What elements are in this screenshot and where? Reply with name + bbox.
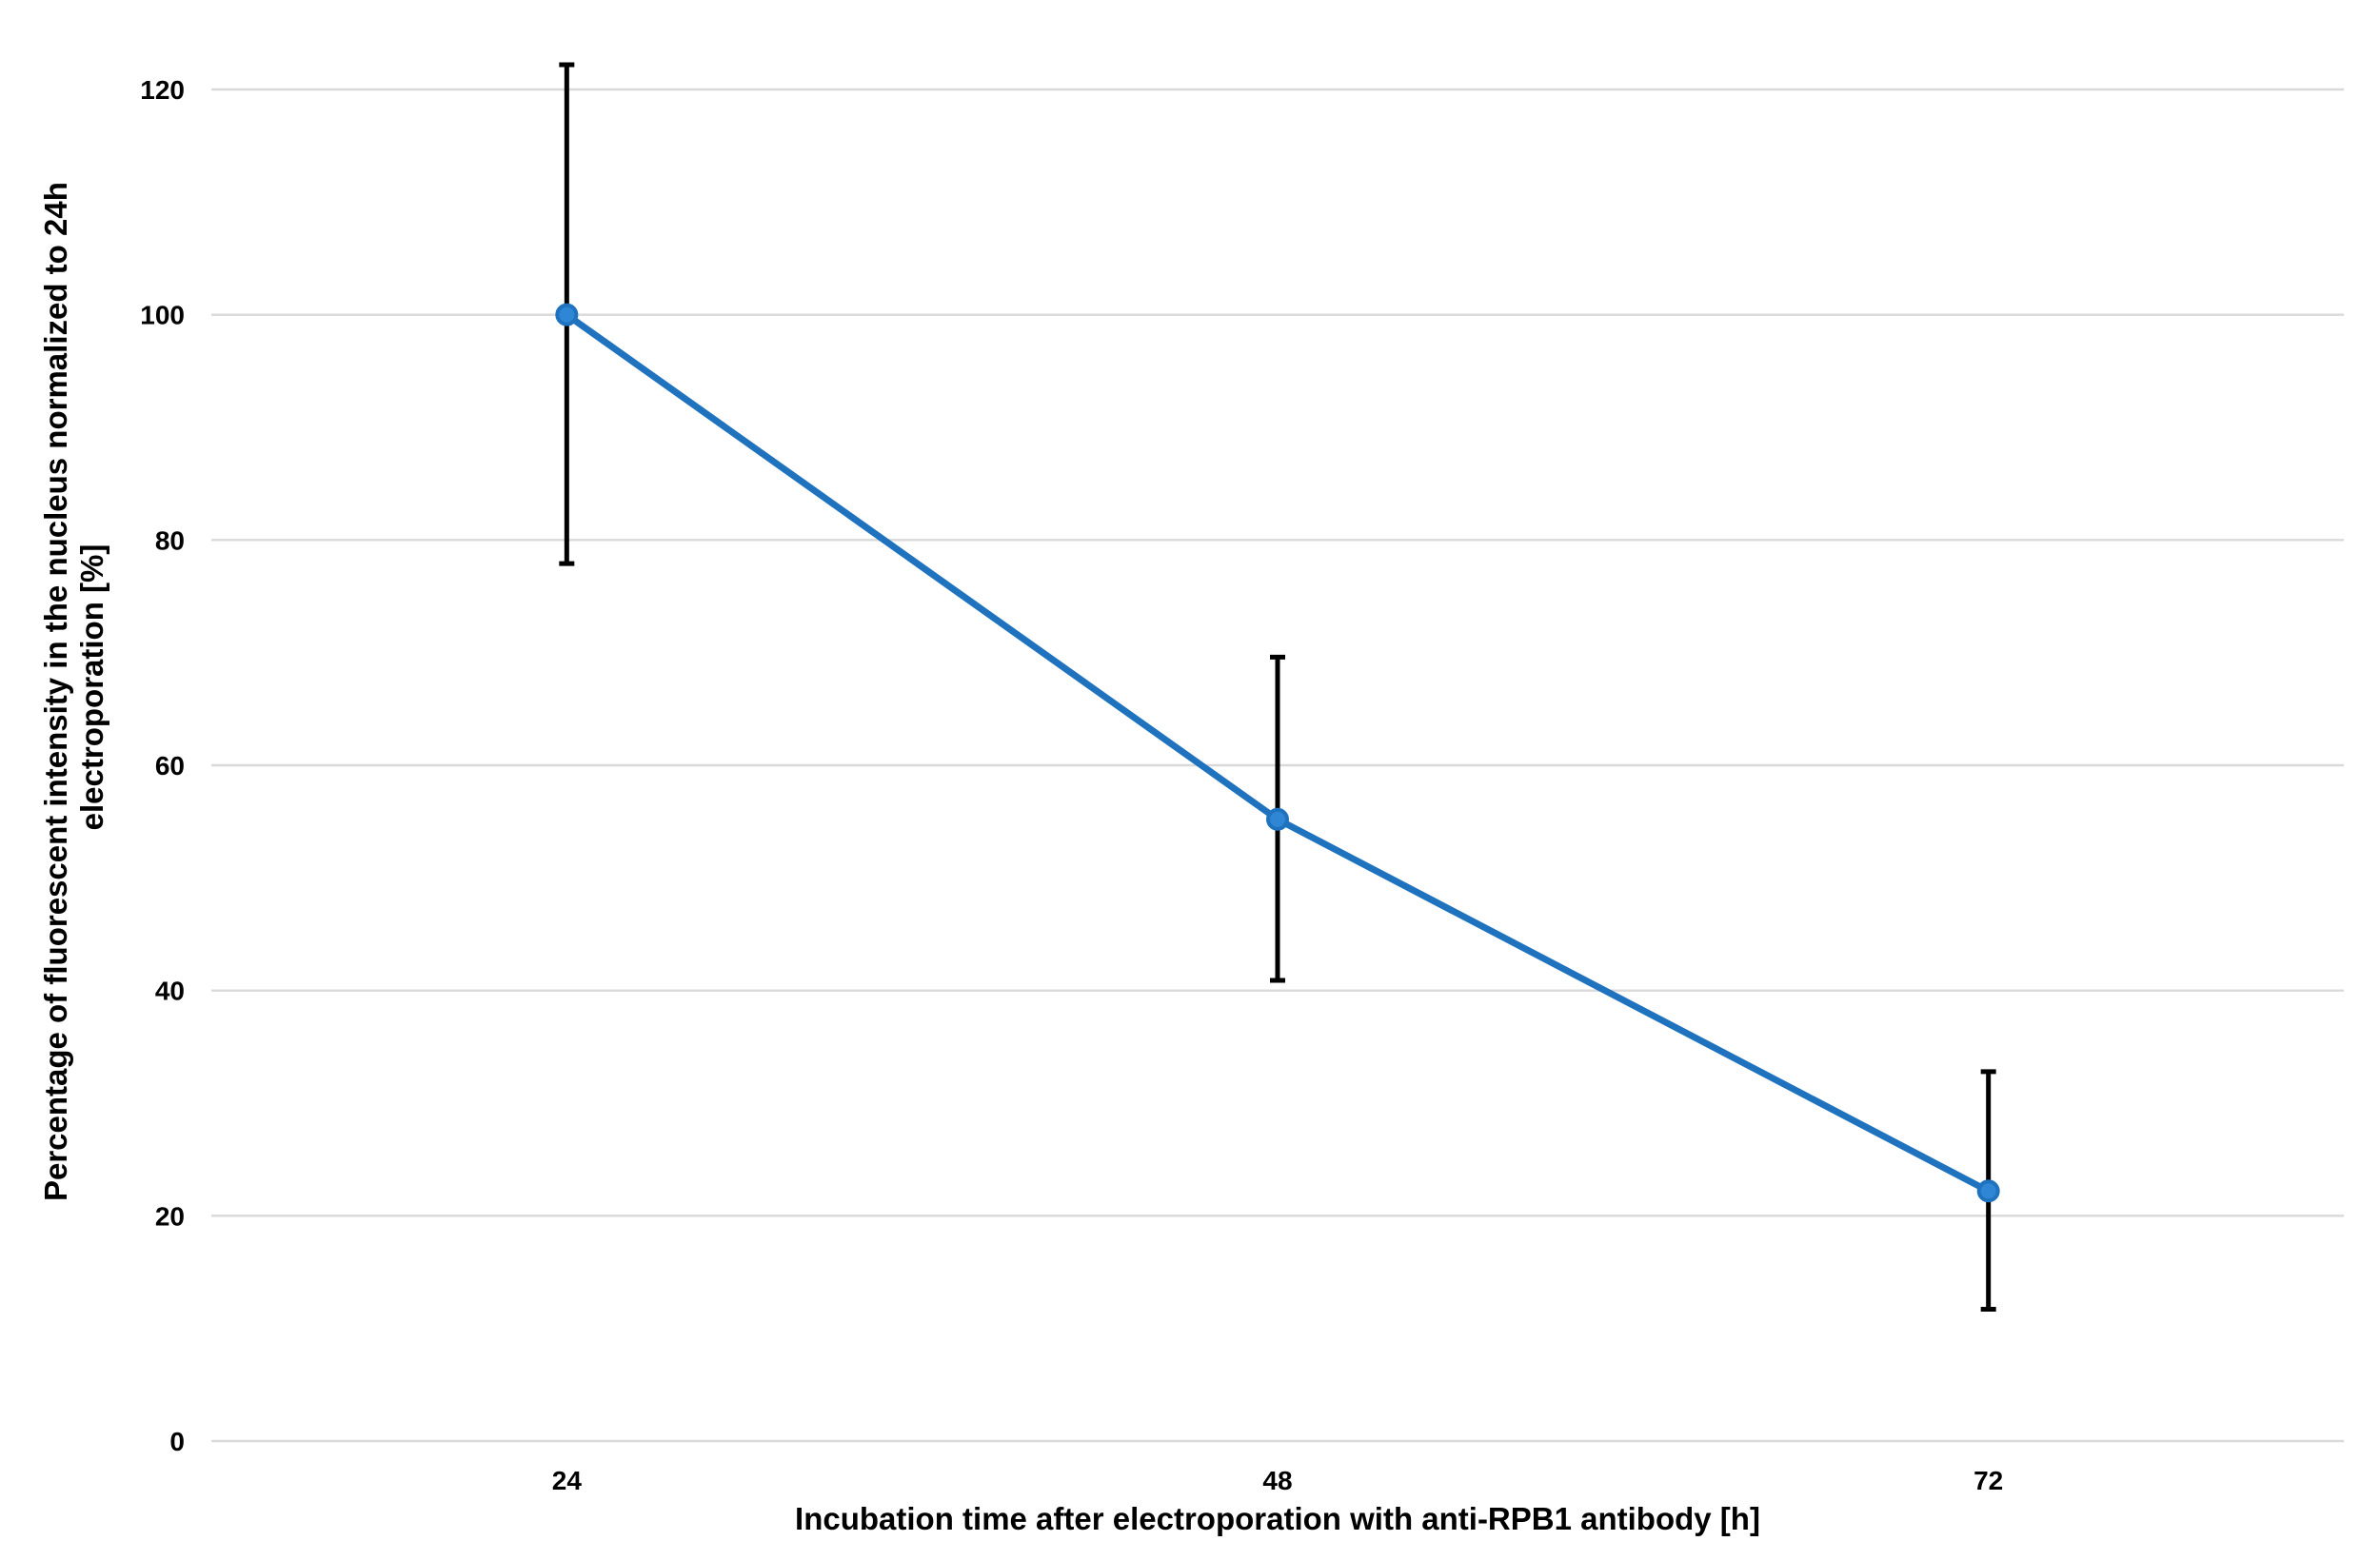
- y-axis-tick-labels: 0 20 40 60 80 100 120: [140, 75, 185, 1456]
- error-bars: [559, 62, 1996, 1313]
- data-point-72: [1976, 1179, 2000, 1203]
- y-tick-label-20: 20: [155, 1201, 185, 1231]
- series-markers: [555, 303, 2000, 1203]
- data-point-48: [1266, 807, 1289, 831]
- y-tick-label-80: 80: [155, 525, 185, 555]
- x-tick-label-24: 24: [552, 1466, 583, 1495]
- x-axis-tick-labels: 24 48 72: [552, 1466, 2003, 1495]
- x-tick-label-48: 48: [1262, 1466, 1292, 1495]
- y-tick-label-60: 60: [155, 751, 185, 780]
- y-axis-title: Percentage of fluorescent intensity in t…: [38, 173, 109, 1201]
- x-axis-title: Incubation time after electroporation wi…: [795, 1501, 1760, 1536]
- y-tick-label-120: 120: [140, 75, 185, 105]
- data-point-24: [555, 303, 579, 326]
- y-tick-label-40: 40: [155, 977, 185, 1006]
- y-axis-title-line-2: electroporation [%]: [74, 544, 109, 831]
- y-tick-label-100: 100: [140, 301, 185, 330]
- y-axis-title-line-1: Percentage of fluorescent intensity in t…: [38, 182, 73, 1201]
- y-tick-label-0: 0: [169, 1427, 185, 1456]
- x-tick-label-72: 72: [1973, 1466, 2003, 1495]
